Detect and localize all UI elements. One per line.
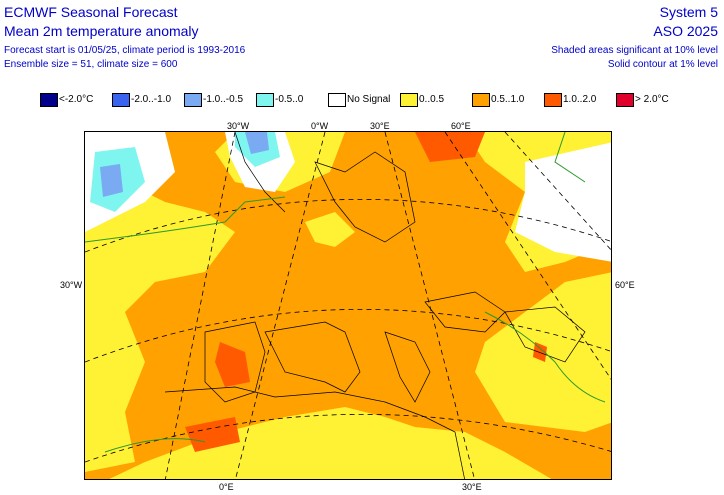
lat-label-left-30w: 30°W: [60, 280, 83, 290]
contour-note: Solid contour at 1% level: [607, 59, 718, 70]
significance-contour: [85, 132, 606, 453]
legend-label: -1.0..-0.5: [203, 94, 244, 105]
forecast-info: Forecast start is 01/05/25, climate peri…: [4, 45, 246, 56]
lon-label-top-60e: 60°E: [451, 121, 471, 131]
lon-label-bottom-0e: 0°E: [219, 482, 234, 492]
legend-swatch: [256, 93, 274, 107]
coastlines: [164, 132, 586, 479]
legend-label: -0.5..0: [275, 94, 304, 105]
shade-cold-greenland: [100, 164, 123, 197]
period-label: ASO 2025: [653, 23, 718, 39]
ensemble-info: Ensemble size = 51, climate size = 600: [4, 59, 178, 70]
legend-swatch: [544, 93, 562, 107]
legend-label: > 2.0°C: [635, 94, 669, 105]
shade-nosignal-siberia: [515, 142, 611, 262]
legend-label: <-2.0°C: [59, 94, 94, 105]
lon-label-bottom-30e: 30°E: [462, 482, 482, 492]
legend-label: No Signal: [347, 94, 391, 105]
shade-cold-iceland: [245, 132, 269, 154]
graticule: [85, 132, 611, 479]
shade-warm-east: [533, 342, 547, 362]
legend-label: -2.0..-1.0: [131, 94, 172, 105]
legend-label: 0.5..1.0: [491, 94, 525, 105]
significance-note: Shaded areas significant at 10% level: [551, 45, 718, 56]
lon-label-top-30e: 30°E: [370, 121, 390, 131]
shade-yellow-south: [109, 407, 552, 479]
map-panel: [84, 131, 612, 480]
legend-swatch: [328, 93, 346, 107]
lat-label-right-60e: 60°E: [615, 280, 635, 290]
legend-label: 1.0..2.0: [563, 94, 597, 105]
lon-label-top-0w: 0°W: [311, 121, 329, 131]
chart-title: ECMWF Seasonal Forecast: [4, 4, 178, 20]
shade-warm-iberia: [215, 342, 250, 387]
color-legend: <-2.0°C -2.0..-1.0 -1.0..-0.5 -0.5..0 No…: [40, 93, 700, 107]
legend-label: 0..0.5: [419, 94, 445, 105]
legend-swatch: [40, 93, 58, 107]
legend-swatch: [184, 93, 202, 107]
system-label: System 5: [659, 4, 718, 20]
shade-warm-ural: [415, 132, 485, 162]
legend-swatch: [616, 93, 634, 107]
shade-yellow-baltic: [305, 212, 355, 247]
legend-swatch: [472, 93, 490, 107]
shade-yellow-west: [85, 162, 235, 472]
legend-swatch: [400, 93, 418, 107]
lon-label-top-30w: 30°W: [227, 121, 250, 131]
chart-subtitle: Mean 2m temperature anomaly: [4, 23, 199, 39]
legend-swatch: [112, 93, 130, 107]
anomaly-map: [85, 132, 611, 479]
